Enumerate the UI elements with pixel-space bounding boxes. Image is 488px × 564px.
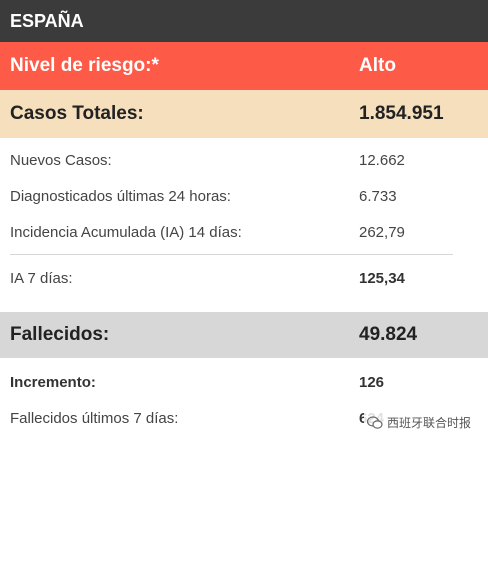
- diagnosed-24h-row: Diagnosticados últimas 24 horas: 6.733: [0, 178, 488, 214]
- deaths-details: Incremento: 126 Fallecidos últimos 7 día…: [0, 358, 488, 564]
- page-header: ESPAÑA: [0, 0, 488, 42]
- increment-value: 126: [359, 373, 385, 391]
- watermark-text: 西班牙联合时报: [386, 416, 471, 430]
- wechat-icon: [366, 415, 383, 429]
- incidence-14d-row: Incidencia Acumulada (IA) 14 días: 262,7…: [0, 214, 488, 250]
- ia-7d-label: IA 7 días:: [10, 269, 73, 287]
- diagnosed-24h-label: Diagnosticados últimas 24 horas:: [10, 187, 231, 205]
- risk-level-row: Nivel de riesgo:* Alto: [0, 42, 488, 90]
- risk-level-value: Alto: [359, 55, 396, 76]
- section-divider: [10, 254, 453, 255]
- total-cases-value: 1.854.951: [359, 103, 444, 124]
- spacer: [0, 301, 488, 312]
- risk-level-label: Nivel de riesgo:*: [10, 55, 159, 76]
- deaths-row: Fallecidos: 49.824: [0, 312, 488, 358]
- ia-7d-row: IA 7 días: 125,34: [0, 255, 488, 301]
- deaths-7d-label: Fallecidos últimos 7 días:: [10, 409, 179, 427]
- deaths-value: 49.824: [359, 324, 418, 345]
- new-cases-label: Nuevos Casos:: [10, 151, 112, 169]
- watermark: 西班牙联合时报: [363, 413, 474, 432]
- new-cases-row: Nuevos Casos: 12.662: [0, 142, 488, 178]
- total-cases-label: Casos Totales:: [10, 103, 144, 124]
- increment-row: Incremento: 126: [0, 364, 488, 400]
- page-title: ESPAÑA: [10, 10, 84, 31]
- total-cases-row: Casos Totales: 1.854.951: [0, 90, 488, 138]
- deaths-label: Fallecidos:: [10, 324, 110, 345]
- cases-details: Nuevos Casos: 12.662 Diagnosticados últi…: [0, 138, 488, 301]
- new-cases-value: 12.662: [359, 151, 405, 169]
- incidence-14d-value: 262,79: [359, 223, 405, 241]
- ia-7d-value: 125,34: [359, 269, 405, 287]
- increment-label: Incremento:: [10, 373, 96, 391]
- diagnosed-24h-value: 6.733: [359, 187, 397, 205]
- incidence-14d-label: Incidencia Acumulada (IA) 14 días:: [10, 223, 242, 241]
